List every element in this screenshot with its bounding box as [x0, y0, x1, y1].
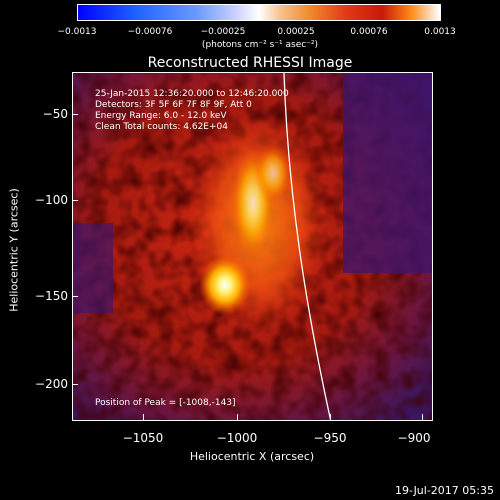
colorbar-tick-label: −0.00025	[200, 27, 246, 37]
colorbar-tick-label: −0.00076	[127, 27, 173, 37]
detectors-label: Detectors: 3F 5F 6F 7F 8F 9F, Att 0	[95, 100, 252, 110]
colorbar-tick-label: −0.0013	[57, 27, 97, 37]
colorbar	[77, 4, 441, 21]
method-counts-label: Clean Total counts: 4.62E+04	[95, 122, 228, 132]
image-plot-area: 25-Jan-2015 12:36:20.000 to 12:46:20.000…	[72, 72, 433, 421]
x-tick-label: −950	[313, 431, 347, 445]
x-tick-label: −1000	[216, 431, 258, 445]
colorbar-tick-label: 0.00076	[350, 27, 388, 37]
y-tick-label: −50	[42, 107, 68, 121]
x-axis-label: Heliocentric X (arcsec)	[189, 450, 315, 463]
colorbar-tick-label: 0.0013	[424, 27, 456, 37]
colorbar-unit-label: (photons cm⁻² s⁻¹ asec⁻²)	[201, 40, 319, 50]
colorbar-tick-label: 0.00025	[277, 27, 315, 37]
peak-position-label: Position of Peak = [-1008,-143]	[95, 398, 236, 408]
y-tick-label: −100	[35, 193, 68, 207]
x-tick-label: −900	[397, 431, 431, 445]
render-timestamp: 19-Jul-2017 05:35	[394, 484, 494, 497]
x-tick-label: −1050	[122, 431, 164, 445]
energy-range-label: Energy Range: 6.0 - 12.0 keV	[95, 111, 227, 121]
y-tick-label: −200	[35, 377, 68, 391]
reconstructed-xray-image	[73, 73, 432, 420]
observation-time: 25-Jan-2015 12:36:20.000 to 12:46:20.000	[95, 89, 289, 99]
y-tick-label: −150	[35, 289, 68, 303]
solar-limb-line	[283, 73, 332, 420]
image-title: Reconstructed RHESSI Image	[147, 55, 353, 71]
